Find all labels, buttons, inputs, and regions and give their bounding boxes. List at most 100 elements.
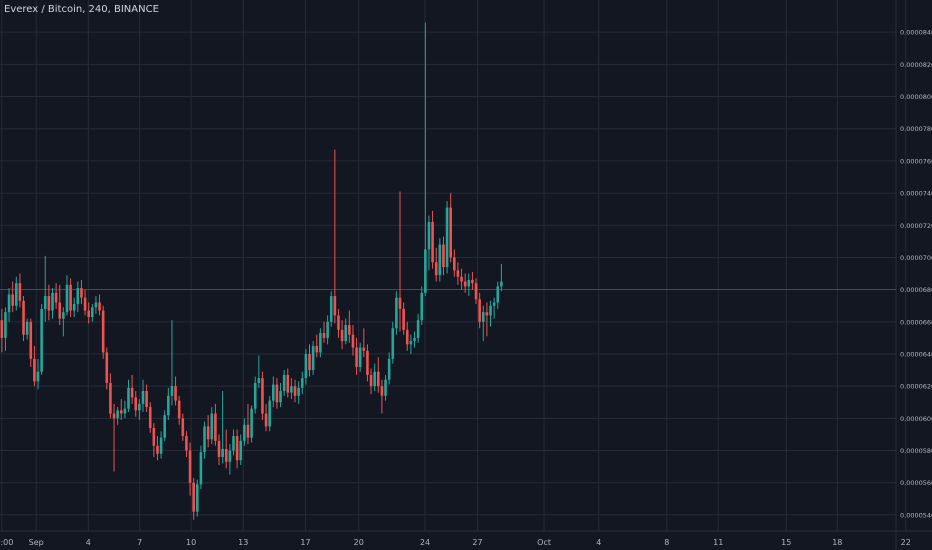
- candle-body: [333, 296, 337, 316]
- candle-body: [376, 371, 380, 387]
- candle-body: [449, 207, 452, 258]
- candle-body: [322, 333, 326, 338]
- price-tick-label: 0.00007400: [900, 190, 932, 198]
- candle-body: [329, 296, 333, 322]
- candle-body: [409, 341, 413, 345]
- candle-body: [14, 283, 18, 306]
- candle-body: [0, 320, 4, 338]
- price-tick-label: 0.00006200: [900, 383, 932, 391]
- candle-body: [141, 391, 145, 404]
- time-tick-label: 4: [596, 538, 601, 547]
- price-tick-label: 0.00007000: [900, 254, 932, 262]
- candle-body: [109, 382, 112, 414]
- price-tick-label: 0.00006600: [900, 318, 932, 326]
- candle-body: [101, 310, 105, 353]
- candle-body: [351, 334, 355, 348]
- candle-body: [62, 312, 65, 319]
- time-tick-label: Oct: [537, 538, 551, 547]
- candle-body: [29, 321, 33, 359]
- candle-body: [326, 321, 329, 338]
- price-tick-label: 0.00005400: [900, 511, 932, 519]
- candle-body: [384, 379, 387, 396]
- price-tick-label: 0.00007600: [900, 157, 932, 165]
- candle-body: [358, 347, 362, 367]
- candle-body: [246, 424, 250, 438]
- time-tick-label: 10: [186, 538, 196, 547]
- candle-body: [311, 345, 315, 371]
- candle-body: [152, 428, 156, 446]
- candle-body: [453, 257, 456, 271]
- candle-body: [18, 283, 22, 301]
- candle-body: [174, 386, 177, 401]
- price-tick-label: 0.00006000: [900, 415, 932, 423]
- candle-body: [290, 386, 293, 393]
- candle-body: [43, 296, 47, 309]
- candle-body: [138, 403, 141, 411]
- time-tick-label: 12:00: [0, 538, 13, 547]
- candle-body: [69, 284, 72, 311]
- candle-body: [72, 304, 76, 311]
- price-tick-label: 0.00006800: [900, 286, 932, 294]
- candle-body: [405, 329, 409, 345]
- candle-body: [315, 345, 319, 353]
- candle-body: [83, 297, 87, 311]
- candle-body: [431, 222, 434, 263]
- candle-body: [4, 312, 7, 338]
- candle-body: [148, 407, 152, 429]
- price-axis[interactable]: 0.00005400 0.00005600 0.00005800 0.00006000…: [900, 29, 932, 520]
- candle-body: [268, 400, 271, 427]
- candle-body: [467, 279, 471, 287]
- time-axis[interactable]: 12:00 Sep 4 7 10 13 17 20 24 27 Oct 4 8 11 15 18 22: [0, 538, 911, 547]
- candle-body: [391, 328, 395, 359]
- candle-body: [355, 347, 358, 367]
- candle-body: [167, 395, 170, 416]
- candle-body: [47, 296, 51, 311]
- candle-body: [127, 387, 130, 409]
- candle-body: [413, 337, 416, 342]
- candle-body: [87, 310, 90, 317]
- candle-body: [362, 347, 366, 351]
- price-tick-label: 0.00006400: [900, 351, 932, 359]
- candle-body: [500, 281, 503, 287]
- time-tick-label: 18: [832, 538, 842, 547]
- candle-body: [373, 371, 376, 387]
- candle-body: [272, 384, 275, 401]
- candle-body: [188, 450, 192, 483]
- price-tick-label: 0.00008000: [900, 93, 932, 101]
- time-tick-label: 24: [420, 538, 430, 547]
- candle-body: [282, 374, 286, 392]
- chart-title: Everex / Bitcoin, 240, BINANCE: [4, 4, 159, 15]
- candle-body: [156, 445, 159, 454]
- candle-body: [434, 262, 438, 276]
- candle-body: [206, 426, 210, 440]
- candle-body: [478, 299, 481, 322]
- candle-body: [91, 307, 94, 317]
- time-tick-label: 27: [472, 538, 482, 547]
- candle-body: [214, 413, 217, 441]
- candle-body: [348, 325, 351, 335]
- time-tick-label: 8: [664, 538, 669, 547]
- time-tick-label: 11: [713, 538, 723, 547]
- candle-body: [275, 384, 279, 403]
- candle-body: [402, 308, 405, 330]
- candle-body: [112, 413, 116, 419]
- candle-body: [297, 387, 300, 396]
- candle-body: [40, 308, 43, 372]
- candle-body: [398, 297, 402, 309]
- time-tick-label: 20: [354, 538, 364, 547]
- candle-body: [489, 305, 492, 316]
- candle-body: [308, 354, 311, 371]
- candle-body: [496, 286, 500, 303]
- candle-body: [366, 350, 369, 375]
- candle-body: [344, 325, 348, 342]
- candle-body: [319, 333, 322, 353]
- candle-body: [387, 358, 391, 380]
- candle-body: [11, 294, 14, 306]
- candle-body: [474, 283, 478, 300]
- price-levels: [0, 289, 896, 290]
- candle-body: [134, 397, 138, 411]
- candle-body: [185, 436, 188, 451]
- candle-body: [279, 391, 282, 403]
